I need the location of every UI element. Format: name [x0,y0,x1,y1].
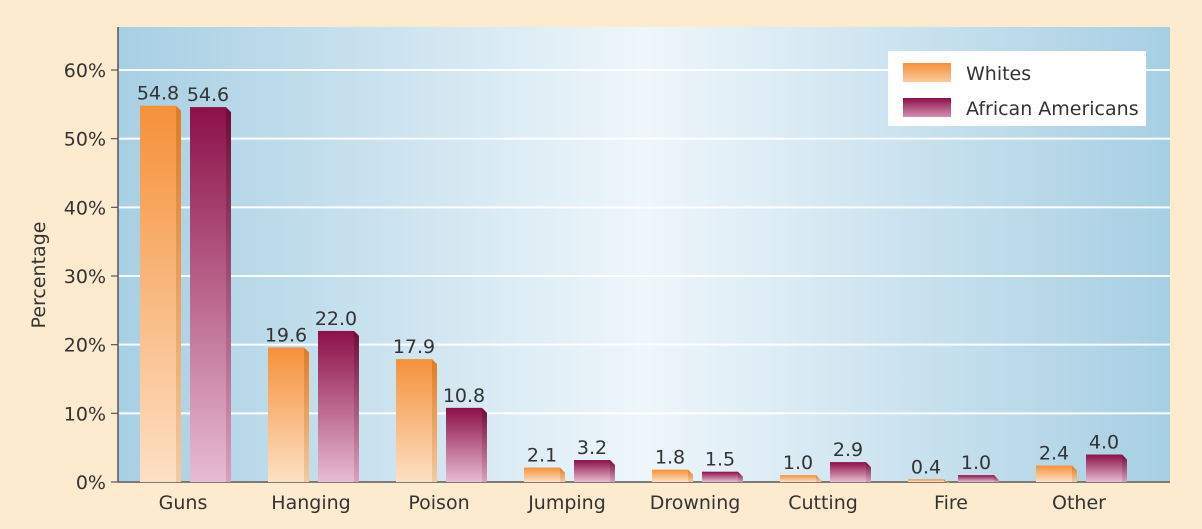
legend-label-african-americans: African Americans [966,98,1139,120]
value-label-other-african-americans: 4.0 [1089,432,1119,454]
y-tick-label: 0% [76,472,106,494]
bar-side-guns-whites [176,106,181,482]
y-tick-label: 10% [64,403,106,425]
bar-side-hanging-african-americans [354,331,359,482]
bar-cutting-whites [780,475,816,482]
y-tick-label: 30% [64,266,106,288]
y-tick-label: 40% [64,197,106,219]
y-axis-ticks: 0% 10% 20% 30% 40% 50% 60% [64,60,118,494]
x-tick-label: Other [1052,492,1106,514]
value-label-other-whites: 2.4 [1039,443,1069,465]
x-axis-labels: Guns Hanging Poison Jumping Drowning Cutting F… [159,492,1107,514]
value-label-hanging-whites: 19.6 [265,324,307,346]
legend: Whites African Americans [888,51,1146,126]
value-label-drowning-african-americans: 1.5 [705,449,735,471]
value-label-guns-whites: 54.8 [137,83,179,105]
bar-fire-whites [908,479,944,482]
bar-jumping-whites [524,468,560,482]
bar-drowning-african-americans [702,472,738,482]
value-label-jumping-whites: 2.1 [527,445,557,467]
x-tick-label: Poison [408,492,469,514]
bar-jumping-african-americans [574,460,610,482]
bar-poison-african-americans [446,408,482,482]
x-tick-label: Drowning [650,492,741,514]
value-label-cutting-whites: 1.0 [783,452,813,474]
value-label-fire-whites: 0.4 [911,456,941,478]
bar-hanging-african-americans [318,331,354,482]
x-tick-label: Hanging [271,492,350,514]
x-tick-label: Guns [159,492,208,514]
bar-other-whites [1036,466,1072,482]
x-tick-label: Cutting [788,492,858,514]
y-axis-title: Percentage [28,222,50,329]
y-tick-label: 20% [64,335,106,357]
legend-swatch-whites [903,63,951,82]
bar-side-poison-whites [432,359,437,482]
value-label-guns-african-americans: 54.6 [187,84,229,106]
bar-fire-african-americans [958,475,994,482]
value-label-poison-african-americans: 10.8 [443,385,485,407]
value-label-cutting-african-americans: 2.9 [833,439,863,461]
bar-cutting-african-americans [830,462,866,482]
y-tick-label: 50% [64,129,106,151]
legend-label-whites: Whites [966,63,1031,85]
bar-guns-whites [140,106,176,482]
y-tick-label: 60% [64,60,106,82]
bar-drowning-whites [652,470,688,482]
value-label-fire-african-americans: 1.0 [961,452,991,474]
value-label-drowning-whites: 1.8 [655,447,685,469]
bar-hanging-whites [268,347,304,482]
x-tick-label: Fire [934,492,968,514]
bar-side-guns-african-americans [226,107,231,482]
value-label-jumping-african-americans: 3.2 [577,437,607,459]
bar-poison-whites [396,359,432,482]
x-tick-label: Jumping [527,492,606,514]
bar-side-hanging-whites [304,347,309,482]
bar-guns-african-americans [190,107,226,482]
bar-other-african-americans [1086,455,1122,482]
value-label-poison-whites: 17.9 [393,336,435,358]
value-label-hanging-african-americans: 22.0 [315,308,357,330]
legend-swatch-african-americans [903,98,951,117]
bar-side-poison-african-americans [482,408,487,482]
